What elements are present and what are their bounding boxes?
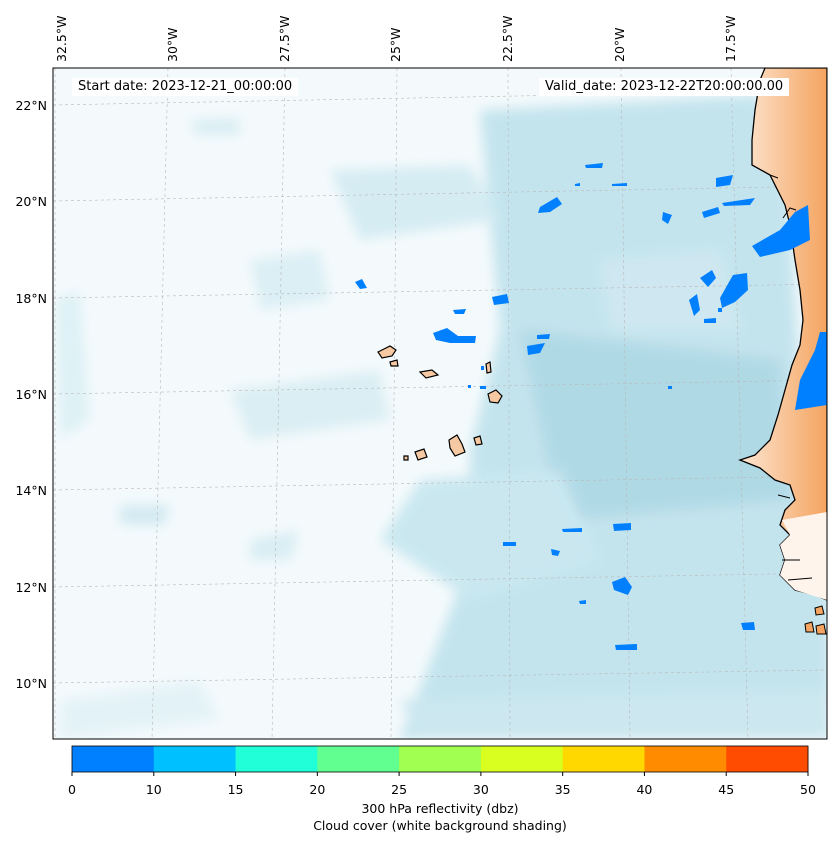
longitude-labels: 32.5°W 30°W 27.5°W 25°W 22.5°W 20°W 17.5… [54,16,738,62]
lon-label: 30°W [165,27,180,62]
lat-label: 10°N [15,676,47,691]
cloud-over-land [780,512,827,600]
colorbar-tick-label: 15 [227,782,244,797]
lon-label: 17.5°W [723,16,738,62]
colorbar-tick-label: 25 [391,782,408,797]
cloud-cover-shading [55,95,827,739]
colorbar-tick-label: 30 [472,782,489,797]
colorbar [71,746,809,776]
map-area [53,68,827,739]
colorbar-sublabel: Cloud cover (white background shading) [313,818,567,833]
lon-label: 25°W [388,27,403,62]
lat-label: 20°N [15,194,47,209]
valid-date-label: Valid_date: 2023-12-22T20:00:00.00 [539,78,790,96]
colorbar-label: 300 hPa reflectivity (dbz) [361,801,519,816]
start-date-label: Start date: 2023-12-21_00:00:00 [72,78,299,96]
lon-label: 22.5°W [500,16,515,62]
lat-label: 18°N [15,291,47,306]
colorbar-segment [644,746,727,772]
lat-label: 12°N [15,580,47,595]
land-coastline-detail [769,174,813,581]
colorbar-frame [71,745,809,773]
cape-verde-islands [377,345,503,461]
colorbar-tick-label: 35 [554,782,571,797]
colorbar-segment [235,746,318,772]
map-frame [52,67,828,740]
reflectivity-cells [355,163,827,650]
lat-label: 14°N [15,483,47,498]
lon-label: 32.5°W [54,16,69,62]
lat-label: 16°N [15,387,47,402]
colorbar-segment [317,746,400,772]
colorbar-segment [562,746,645,772]
colorbar-segment [399,746,482,772]
colorbar-ticks: 0 10 15 20 25 30 35 40 45 50 [0,782,837,798]
colorbar-segment [153,746,237,772]
colorbar-segment [72,746,155,772]
colorbar-tick-label: 20 [309,782,326,797]
colorbar-tick-label: 0 [68,782,76,797]
bissagos-islands [804,605,827,635]
colorbar-segment [726,746,809,772]
lon-label: 27.5°W [277,16,292,62]
latitude-labels: 22°N 20°N 18°N 16°N 14°N 12°N 10°N [15,98,47,691]
colorbar-tick-label: 40 [636,782,653,797]
colorbar-tick-label: 45 [718,782,735,797]
colorbar-tick-label: 10 [145,782,162,797]
colorbar-segment [480,746,564,772]
colorbar-tick-label: 50 [800,782,816,797]
lat-label: 22°N [15,98,47,113]
lon-label: 20°W [612,27,627,62]
